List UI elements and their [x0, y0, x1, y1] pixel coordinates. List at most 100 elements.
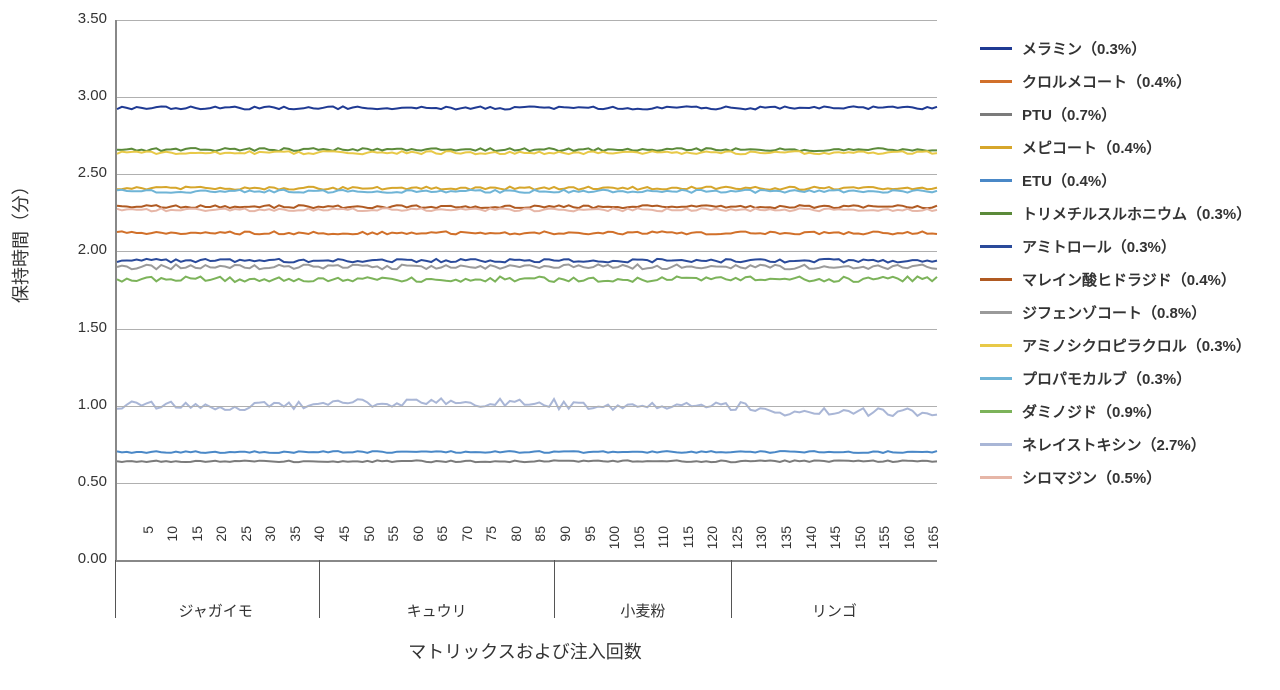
legend-item: トリメチルスルホニウム（0.3%）	[980, 197, 1251, 230]
gridline	[117, 251, 937, 252]
gridline	[117, 329, 937, 330]
series-line	[117, 148, 937, 151]
legend-label: メラミン（0.3%）	[1022, 38, 1146, 59]
x-tick-label: 5	[140, 526, 156, 566]
x-axis-title: マトリックスおよび注入回数	[375, 638, 675, 664]
legend-item: クロルメコート（0.4%）	[980, 65, 1251, 98]
legend-item: プロパモカルブ（0.3%）	[980, 362, 1251, 395]
x-category-label: リンゴ	[774, 600, 894, 621]
legend-item: アミトロール（0.3%）	[980, 230, 1251, 263]
legend-swatch	[980, 47, 1012, 50]
y-tick-label: 0.50	[59, 473, 107, 490]
x-tick-label: 140	[803, 526, 819, 566]
gridline	[117, 174, 937, 175]
x-tick-label: 145	[827, 526, 843, 566]
x-tick-label: 100	[606, 526, 622, 566]
legend-swatch	[980, 377, 1012, 380]
x-tick-label: 110	[655, 526, 671, 566]
x-tick-label: 45	[336, 526, 352, 566]
legend-label: トリメチルスルホニウム（0.3%）	[1022, 203, 1251, 224]
x-tick-label: 50	[361, 526, 377, 566]
series-line	[117, 398, 937, 416]
x-tick-label: 15	[189, 526, 205, 566]
x-category-label: ジャガイモ	[156, 600, 276, 621]
x-tick-label: 90	[557, 526, 573, 566]
legend-label: PTU（0.7%）	[1022, 104, 1116, 125]
x-category-divider	[319, 560, 320, 618]
x-tick-label: 95	[582, 526, 598, 566]
x-tick-label: 10	[164, 526, 180, 566]
x-category-divider	[731, 560, 732, 618]
legend-swatch	[980, 179, 1012, 182]
legend-label: メピコート（0.4%）	[1022, 137, 1161, 158]
y-tick-label: 3.00	[59, 87, 107, 104]
legend-label: ETU（0.4%）	[1022, 170, 1116, 191]
legend-swatch	[980, 410, 1012, 413]
series-line	[117, 106, 937, 109]
y-tick-label: 1.00	[59, 396, 107, 413]
legend-item: PTU（0.7%）	[980, 98, 1251, 131]
legend-label: アミトロール（0.3%）	[1022, 236, 1176, 257]
series-line	[117, 264, 937, 269]
series-line	[117, 451, 937, 453]
legend-label: プロパモカルブ（0.3%）	[1022, 368, 1191, 389]
legend-label: ダミノジド（0.9%）	[1022, 401, 1161, 422]
x-tick-label: 120	[704, 526, 720, 566]
series-line	[117, 190, 937, 193]
x-tick-label: 20	[213, 526, 229, 566]
y-tick-label: 1.50	[59, 319, 107, 336]
legend-item: ダミノジド（0.9%）	[980, 395, 1251, 428]
legend-label: シロマジン（0.5%）	[1022, 467, 1161, 488]
x-category-label: 小麦粉	[583, 600, 703, 621]
legend-label: ジフェンゾコート（0.8%）	[1022, 302, 1206, 323]
legend-item: ETU（0.4%）	[980, 164, 1251, 197]
series-line	[117, 259, 937, 263]
legend-label: アミノシクロピラクロル（0.3%）	[1022, 335, 1251, 356]
legend-swatch	[980, 113, 1012, 116]
legend-item: マレイン酸ヒドラジド（0.4%）	[980, 263, 1251, 296]
legend-label: マレイン酸ヒドラジド（0.4%）	[1022, 269, 1236, 290]
x-tick-label: 30	[262, 526, 278, 566]
x-tick-label: 60	[410, 526, 426, 566]
legend-swatch	[980, 278, 1012, 281]
gridline	[117, 406, 937, 407]
legend-swatch	[980, 245, 1012, 248]
x-tick-label: 130	[753, 526, 769, 566]
legend-item: ネレイストキシン（2.7%）	[980, 428, 1251, 461]
x-tick-label: 35	[287, 526, 303, 566]
series-line	[117, 460, 937, 462]
x-tick-label: 135	[778, 526, 794, 566]
x-category-label: キュウリ	[377, 600, 497, 621]
x-tick-label: 55	[385, 526, 401, 566]
y-axis-title: 保持時間（分）	[7, 283, 33, 303]
legend-swatch	[980, 311, 1012, 314]
legend-swatch	[980, 146, 1012, 149]
x-tick-label: 70	[459, 526, 475, 566]
series-line	[117, 231, 937, 234]
series-line	[117, 277, 937, 283]
x-tick-label: 165	[925, 526, 941, 566]
x-tick-label: 80	[508, 526, 524, 566]
x-category-divider	[554, 560, 555, 618]
legend-swatch	[980, 80, 1012, 83]
legend-item: ジフェンゾコート（0.8%）	[980, 296, 1251, 329]
x-tick-label: 65	[434, 526, 450, 566]
plot-svg	[117, 20, 937, 560]
y-tick-label: 2.00	[59, 241, 107, 258]
legend: メラミン（0.3%） クロルメコート（0.4%） PTU（0.7%） メピコート（0.…	[980, 32, 1251, 494]
legend-label: ネレイストキシン（2.7%）	[1022, 434, 1206, 455]
legend-item: メラミン（0.3%）	[980, 32, 1251, 65]
x-tick-label: 75	[483, 526, 499, 566]
legend-label: クロルメコート（0.4%）	[1022, 71, 1191, 92]
legend-item: シロマジン（0.5%）	[980, 461, 1251, 494]
legend-swatch	[980, 344, 1012, 347]
gridline	[117, 483, 937, 484]
y-tick-label: 0.00	[59, 550, 107, 567]
legend-item: アミノシクロピラクロル（0.3%）	[980, 329, 1251, 362]
y-tick-label: 3.50	[59, 10, 107, 27]
legend-swatch	[980, 212, 1012, 215]
chart-container: 0.00 0.50 1.00 1.50 2.00 2.50 3.00 3.50 5101520…	[0, 0, 1280, 690]
x-tick-label: 160	[901, 526, 917, 566]
x-tick-label: 155	[876, 526, 892, 566]
y-tick-label: 2.50	[59, 164, 107, 181]
